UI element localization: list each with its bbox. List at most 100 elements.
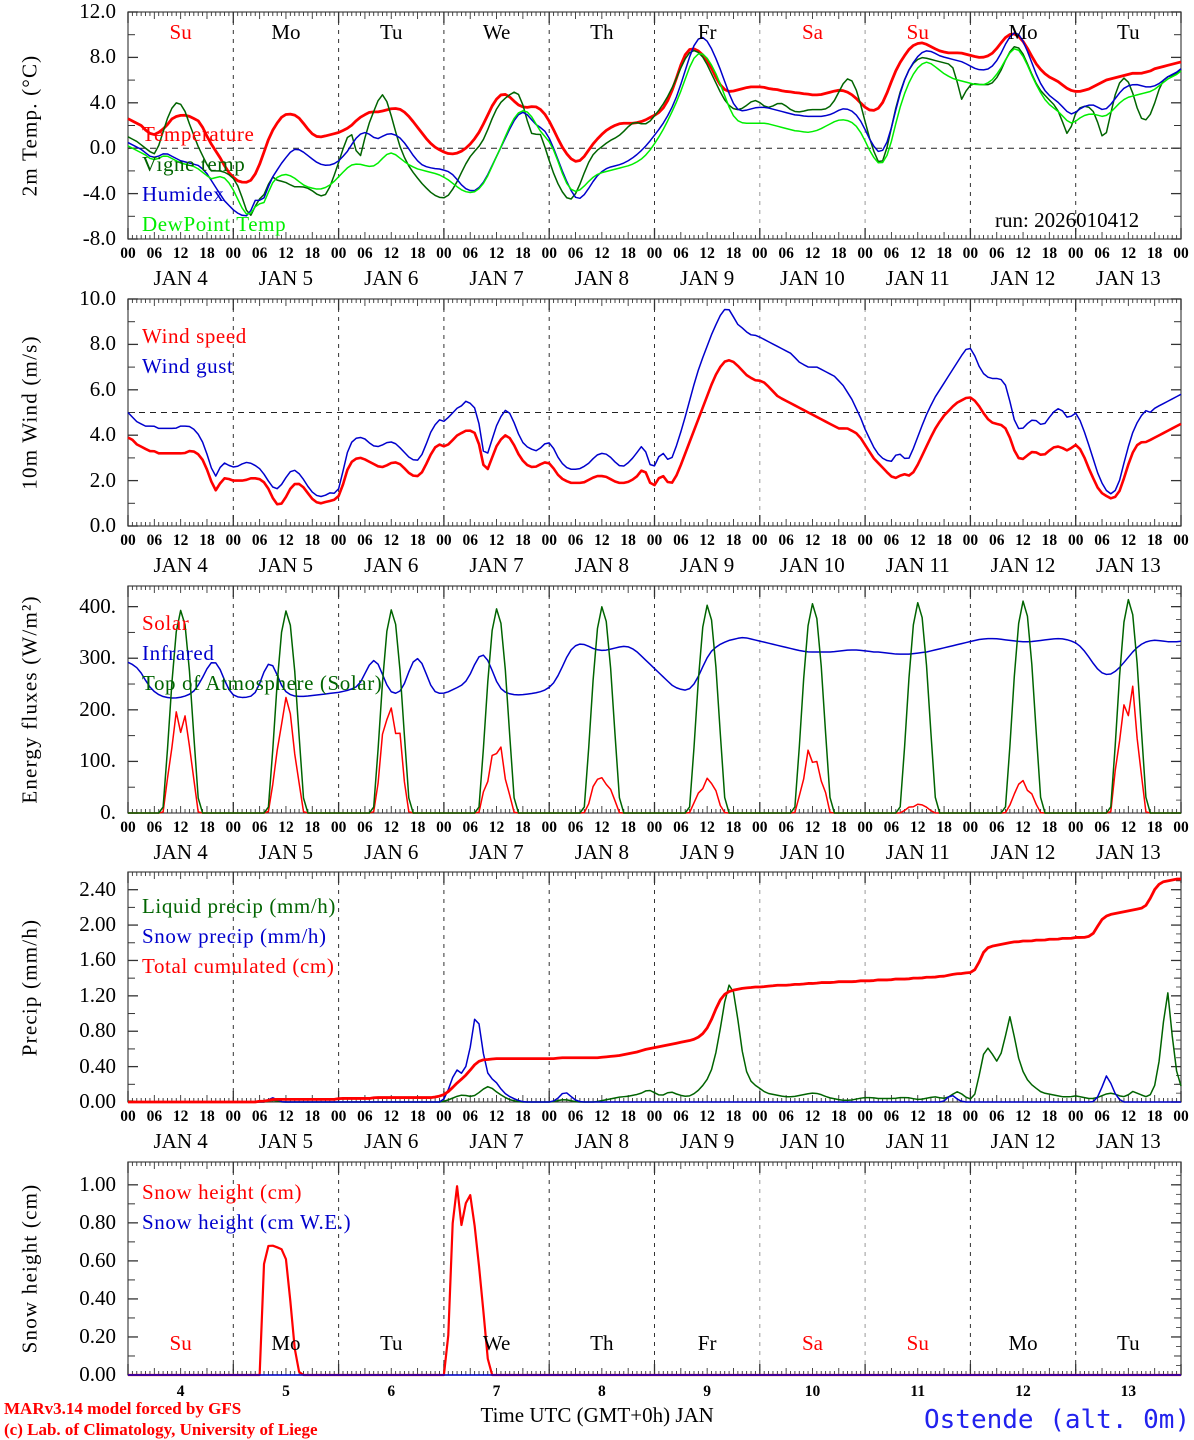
hour-tick-label: 00 [225,819,242,836]
hour-tick-label: 18 [409,1108,426,1125]
hour-tick-label: 18 [1146,1108,1163,1125]
date-label-3: JAN 7 [469,840,524,864]
hour-tick-label: 18 [304,532,321,549]
hour-tick-label: 18 [515,819,531,836]
hour-tick-label: 06 [673,1108,689,1125]
date-label-2: JAN 6 [364,266,419,290]
run-label: run: 2026010412 [995,208,1140,232]
hour-tick-label: 06 [146,819,163,836]
date-label-7: JAN 11 [885,840,950,864]
hour-tick-label: 12 [1015,819,1031,836]
hour-tick-label: 06 [357,1108,373,1125]
hour-tick-label: 00 [120,819,136,836]
hour-tick-label: 06 [357,819,373,836]
date-label-4: JAN 8 [574,266,629,290]
plot-frame [127,585,1182,814]
hour-tick-label: 00 [120,245,136,262]
hour-tick-label: 00 [646,532,663,549]
date-label-6: JAN 10 [780,840,845,864]
hour-tick-label: 12 [699,819,715,836]
hour-tick-label: 12 [172,532,189,549]
y-tick-label: 0.40 [79,1053,116,1078]
hour-tick-label: 00 [857,532,873,549]
y-tick-label: 1.00 [79,1171,116,1196]
hour-tick-label: 06 [778,245,794,262]
y-tick-label: 200. [79,696,116,721]
y-tick-label: 300. [79,645,116,670]
hour-tick-label: 18 [620,532,636,549]
date-label-9: JAN 13 [1095,553,1161,577]
hour-tick-label: 12 [699,1108,715,1125]
hour-tick-label: 00 [1067,532,1084,549]
date-label-0: JAN 4 [153,553,208,577]
date-label-2: JAN 6 [364,1129,419,1153]
hour-tick-label: 06 [1094,245,1110,262]
hour-tick-label: 00 [962,819,979,836]
hour-tick-label: 12 [488,1108,505,1125]
y-tick-label: 8.0 [89,44,116,69]
day-number-7: 7 [492,1383,501,1400]
hour-tick-label: 06 [673,245,689,262]
hour-tick-label: 06 [146,245,163,262]
hour-tick-label: 12 [804,1108,821,1125]
weekday-label-3: We [482,1331,511,1355]
y-tick-label: 2.0 [89,467,116,492]
y-tick-label: 0.40 [79,1285,116,1310]
weekday-label-5: Fr [697,1331,717,1355]
hour-tick-label: 18 [1146,245,1163,262]
date-label-8: JAN 12 [990,840,1056,864]
weekday-label-1: Mo [271,20,301,44]
hour-tick-label: 12 [1015,1108,1031,1125]
hour-tick-label: 06 [1094,819,1110,836]
hour-tick-label: 12 [804,819,821,836]
date-label-1: JAN 5 [258,553,314,577]
hour-tick-label: 00 [1067,819,1084,836]
series-line-humidex [127,32,1182,217]
hour-tick-label: 12 [1120,532,1137,549]
legend-item-snow-height-cm: Snow height (cm) [142,1180,303,1204]
hour-tick-label: 00 [330,819,347,836]
hour-tick-label: 18 [409,245,426,262]
legend-item-vigne-temp: Vigne temp [142,152,246,176]
hour-tick-label: 06 [567,819,584,836]
hour-tick-label: 12 [594,245,610,262]
hour-tick-label: 00 [330,245,347,262]
hour-tick-label: 00 [857,819,873,836]
hour-tick-label: 06 [251,819,268,836]
weekday-label-3: We [482,20,511,44]
day-number-5: 5 [282,1383,290,1400]
y-tick-label: 6.0 [89,376,116,401]
y-tick-label: 12.0 [79,0,116,23]
hour-tick-label: 12 [910,245,926,262]
hour-tick-label: 00 [857,245,873,262]
hour-tick-label: 00 [752,819,768,836]
hour-tick-label: 18 [409,819,426,836]
hour-tick-label: 18 [936,1108,952,1125]
y-tick-label: 1.20 [79,982,116,1007]
series-line-dewpoint-temp [127,48,1182,215]
legend-item-wind-speed: Wind speed [142,324,247,348]
y-tick-label: 0.0 [89,513,116,537]
y-axis-title-temperature: 2m Temp. (°C) [17,54,42,197]
date-label-7: JAN 11 [885,1129,950,1153]
legend-item-infrared: Infrared [142,641,215,665]
hour-tick-label: 06 [1094,532,1110,549]
weekday-label-6: Sa [801,20,823,44]
series-line-top-of-atmosphere-solar [128,598,1181,814]
y-tick-label: 8.0 [89,331,116,356]
hour-tick-label: 12 [383,819,400,836]
date-label-1: JAN 5 [258,266,314,290]
date-label-6: JAN 10 [780,1129,845,1153]
weekday-label-4: Th [590,20,614,44]
series-line-temperature [127,32,1182,184]
date-label-3: JAN 7 [469,1129,524,1153]
y-tick-label: 2.40 [79,876,116,901]
hour-tick-label: 18 [304,1108,321,1125]
hour-tick-label: 06 [462,1108,478,1125]
hour-tick-label: 00 [752,245,768,262]
hour-tick-label: 00 [1067,245,1084,262]
weekday-label-6: Sa [801,1331,823,1355]
weekday-label-8: Mo [1008,20,1038,44]
hour-tick-label: 12 [910,819,926,836]
hour-tick-label: 06 [1094,1108,1110,1125]
